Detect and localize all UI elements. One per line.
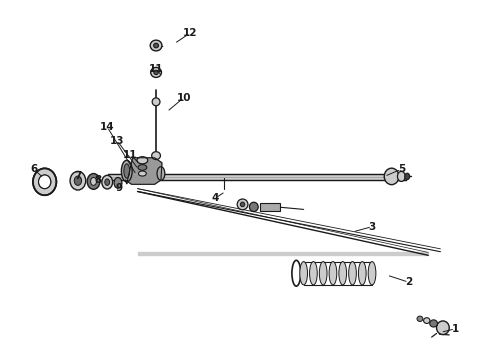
Ellipse shape [152,98,160,106]
Ellipse shape [150,40,162,51]
Text: 14: 14 [100,122,115,132]
Ellipse shape [102,175,113,189]
Ellipse shape [33,168,56,195]
Ellipse shape [137,157,148,164]
Ellipse shape [237,199,248,210]
Ellipse shape [87,174,100,189]
Text: 3: 3 [368,222,376,231]
Ellipse shape [329,262,337,285]
Text: 4: 4 [212,193,220,203]
Ellipse shape [74,176,81,185]
Ellipse shape [368,262,376,285]
Text: 13: 13 [110,136,124,145]
Ellipse shape [105,179,110,185]
Ellipse shape [249,202,258,212]
Ellipse shape [124,164,130,178]
Text: 1: 1 [451,324,459,334]
Ellipse shape [437,321,449,334]
Ellipse shape [122,160,132,182]
Ellipse shape [139,171,147,176]
Text: 9: 9 [115,183,122,193]
Ellipse shape [39,175,51,189]
Ellipse shape [154,70,158,75]
Ellipse shape [241,202,245,207]
Text: 7: 7 [74,171,81,181]
Ellipse shape [70,171,86,190]
Ellipse shape [358,262,366,285]
Bar [260,203,280,211]
Ellipse shape [151,67,161,77]
Ellipse shape [152,152,160,159]
Ellipse shape [154,43,159,48]
Text: 11: 11 [149,64,163,74]
Ellipse shape [138,165,147,170]
Ellipse shape [384,168,399,185]
Ellipse shape [300,262,308,285]
Text: 6: 6 [30,164,38,174]
Polygon shape [125,158,162,184]
Ellipse shape [349,262,356,285]
Ellipse shape [157,167,165,180]
Ellipse shape [91,177,97,185]
Ellipse shape [417,316,423,321]
Text: 11: 11 [123,150,137,160]
Text: 5: 5 [398,164,405,174]
Text: 10: 10 [177,93,191,103]
Ellipse shape [405,173,410,180]
Ellipse shape [339,262,346,285]
Ellipse shape [319,262,327,285]
Text: 2: 2 [405,277,412,287]
Ellipse shape [397,171,405,181]
Ellipse shape [430,320,438,327]
Ellipse shape [310,262,317,285]
Text: 12: 12 [183,28,197,38]
Ellipse shape [114,177,122,188]
Ellipse shape [423,318,430,323]
Text: 8: 8 [95,175,102,185]
